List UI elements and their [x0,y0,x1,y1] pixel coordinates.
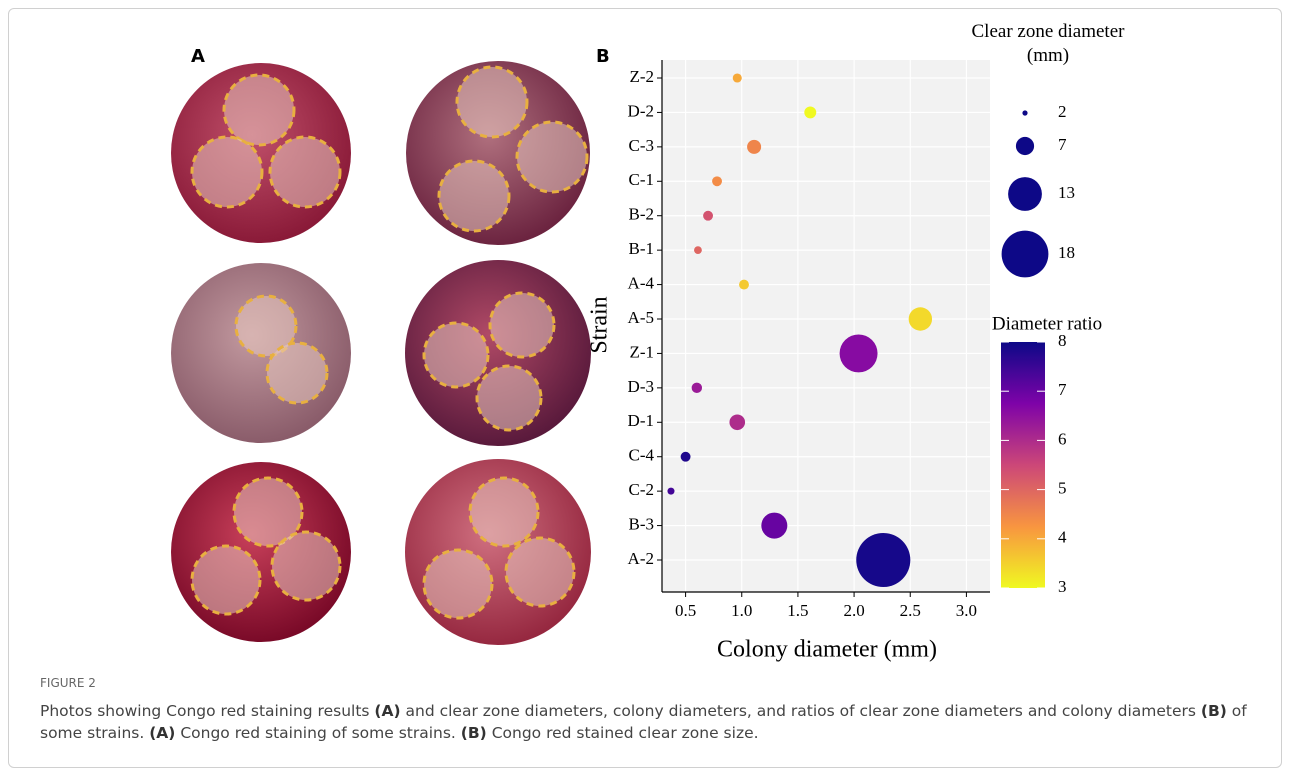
y-tick-label: A-4 [628,273,655,292]
clear-zone [470,478,538,546]
clear-zone [477,366,541,430]
x-axis-label: Colony diameter (mm) [717,637,937,663]
y-tick-label: B-3 [629,514,655,533]
panel-label: A [191,46,205,67]
size-legend-key [1008,177,1042,211]
bubble [840,334,878,372]
colorbar-label: 8 [1058,331,1067,350]
y-tick-label: C-1 [629,170,655,189]
bubble [733,73,742,82]
size-legend-label: 7 [1058,135,1067,154]
colorbar [1001,342,1045,588]
size-legend-title: Clear zone diameter (mm) [958,20,1138,68]
bubble [909,307,932,330]
clear-zone [270,137,340,207]
clear-zone [272,532,340,600]
figure-label: FIGURE 2 [40,676,96,690]
caption: Photos showing Congo red staining result… [40,700,1255,744]
bubble [747,140,761,154]
bubble [712,176,722,186]
y-tick-label: C-4 [629,446,655,465]
y-tick-label: Z-2 [629,67,654,86]
y-tick-label: C-3 [629,136,655,155]
caption-segment: Photos showing Congo red staining result… [40,702,374,720]
colorbar-label: 6 [1058,429,1067,448]
y-tick-label: C-2 [629,480,655,499]
size-legend-key [1002,231,1049,278]
bubble [856,533,910,587]
y-tick-label: A-5 [628,308,654,327]
clear-zone [517,122,587,192]
size-legend-label: 2 [1058,102,1067,121]
colorbar-label: 4 [1058,528,1067,547]
figure: A B Colony diameter (mm) Strain Diameter… [0,0,1292,779]
page: A B Colony diameter (mm) Strain Diameter… [0,0,1292,779]
caption-segment: (B) [461,724,487,742]
size-legend-label: 13 [1058,183,1075,202]
size-legend-label: 18 [1058,243,1075,262]
x-tick-label: 2.5 [900,601,921,620]
y-axis-label: Strain [587,296,613,353]
plot-background [662,60,990,592]
panel-label: B [596,46,610,67]
clear-zone [457,67,527,137]
clear-zone [506,538,574,606]
x-tick-label: 3.0 [956,601,977,620]
size-legend-key [1016,137,1034,155]
y-tick-label: B-2 [629,205,655,224]
clear-zone [439,161,509,231]
clear-zone [424,323,488,387]
bubble [681,452,691,462]
caption-segment: and clear zone diameters, colony diamete… [401,702,1201,720]
colorbar-title: Diameter ratio [992,313,1102,334]
bubble [692,383,702,393]
size-legend-key [1022,110,1027,115]
y-tick-label: D-2 [628,101,654,120]
y-tick-label: D-1 [628,411,654,430]
clear-zone [192,546,260,614]
clear-zone [224,75,294,145]
bubble [667,488,674,495]
clear-zone [192,137,262,207]
bubble [694,246,702,254]
y-tick-label: A-2 [628,549,654,568]
bubble [761,513,787,539]
x-tick-label: 2.0 [843,601,864,620]
caption-segment: Congo red stained clear zone size. [487,724,759,742]
colorbar-label: 5 [1058,479,1067,498]
plate-photos [171,61,591,645]
y-tick-label: D-3 [628,377,654,396]
bubble [739,280,749,290]
colorbar-label: 7 [1058,380,1067,399]
colorbar-label: 3 [1058,577,1067,596]
y-tick-label: B-1 [629,239,655,258]
caption-segment: (A) [149,724,175,742]
x-tick-label: 1.5 [787,601,808,620]
caption-segment: (A) [374,702,400,720]
x-tick-label: 0.5 [675,601,696,620]
y-tick-label: Z-1 [629,342,654,361]
clear-zone [267,343,327,403]
clear-zone [490,293,554,357]
bubble [729,414,745,430]
caption-segment: (B) [1201,702,1227,720]
clear-zone [424,550,492,618]
bubble [804,106,816,118]
x-tick-label: 1.0 [731,601,752,620]
bubble [703,211,713,221]
caption-segment: Congo red staining of some strains. [175,724,460,742]
